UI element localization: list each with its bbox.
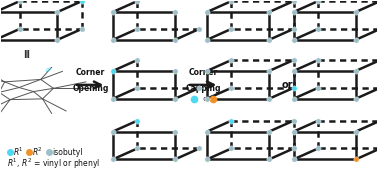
- Text: $R^1$: $R^1$: [45, 66, 53, 75]
- Text: or: or: [281, 80, 293, 90]
- Text: Corner: Corner: [189, 68, 218, 77]
- Text: Opening: Opening: [72, 84, 108, 93]
- Text: $R^1$: $R^1$: [13, 146, 23, 158]
- Text: Capping: Capping: [186, 84, 221, 93]
- Text: or: or: [201, 96, 211, 102]
- Text: II: II: [23, 50, 30, 60]
- Text: $R^2$: $R^2$: [32, 146, 43, 158]
- Text: Corner: Corner: [76, 68, 105, 77]
- Text: $R^1$, $R^2$ = vinyl or phenyl: $R^1$, $R^2$ = vinyl or phenyl: [8, 157, 101, 171]
- Text: isobutyl: isobutyl: [52, 148, 82, 157]
